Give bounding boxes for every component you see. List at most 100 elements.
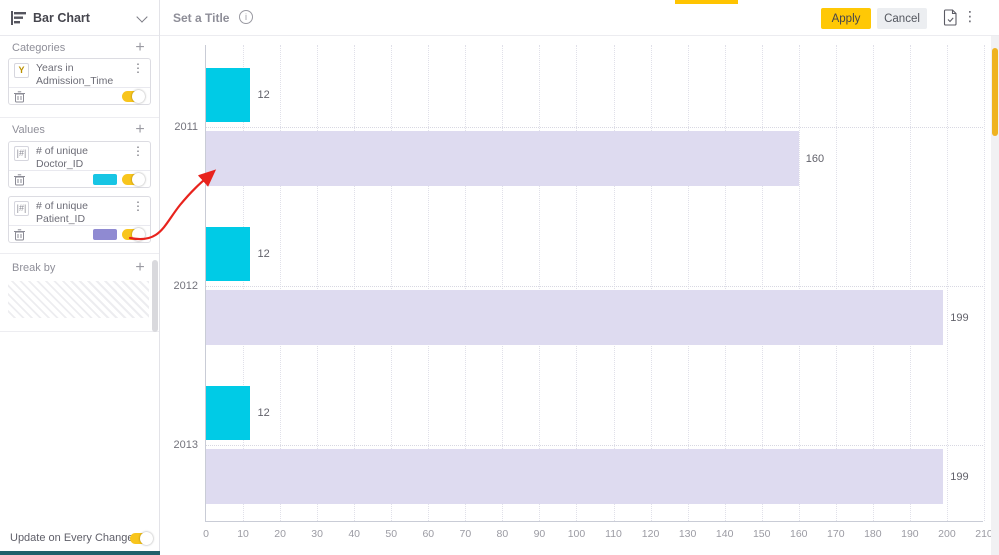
chart-bar[interactable] [206, 131, 799, 186]
field-type-badge-numeric: |#| [14, 146, 29, 161]
more-options-icon[interactable]: ⋮ [963, 8, 977, 24]
update-on-change-toggle[interactable] [130, 532, 153, 545]
sidebar: Bar Chart Categories + Y Years in Admiss… [0, 0, 160, 555]
x-gridline [502, 45, 504, 521]
trash-icon[interactable] [14, 90, 25, 108]
x-axis-tick-label: 80 [496, 528, 509, 540]
x-axis-tick-label: 130 [678, 528, 697, 540]
x-axis-tick-label: 30 [311, 528, 323, 540]
sidebar-bottom-accent-bar [0, 551, 160, 555]
value-field-card[interactable]: |#| # of unique Patient_ID ⋮ [8, 196, 151, 243]
x-gridline [835, 45, 837, 521]
chart-type-selector[interactable]: Bar Chart [0, 0, 159, 36]
x-gridline [280, 45, 282, 521]
chart-bar[interactable] [206, 449, 944, 504]
chart-bar[interactable] [206, 68, 251, 122]
chart-region: 0 10 20 30 40 50 60 70 80 90 100 110 120 130 140 150 160… [160, 36, 993, 555]
x-axis-tick-label: 210 [975, 528, 993, 540]
bar-chart-icon [11, 11, 27, 30]
export-report-icon[interactable] [943, 9, 958, 31]
bar-value-label: 12 [257, 248, 270, 260]
kebab-menu-icon[interactable]: ⋮ [132, 144, 144, 158]
category-label: 2011 [174, 121, 198, 133]
x-gridline [984, 45, 985, 521]
x-gridline [317, 45, 319, 521]
x-axis-tick-label: 0 [203, 528, 209, 540]
chart-type-label: Bar Chart [33, 11, 90, 25]
category-enable-toggle[interactable] [122, 90, 145, 103]
apply-button[interactable]: Apply [821, 8, 871, 29]
x-axis-tick-label: 100 [567, 528, 586, 540]
x-gridline [909, 45, 911, 521]
section-divider [0, 331, 159, 332]
x-axis-tick-label: 20 [274, 528, 286, 540]
value-field-title: # of unique Patient_ID [36, 200, 88, 225]
field-type-badge-year: Y [14, 63, 29, 78]
category-gridline [206, 445, 983, 446]
x-gridline [687, 45, 689, 521]
kebab-menu-icon[interactable]: ⋮ [132, 199, 144, 213]
x-axis-tick-label: 120 [641, 528, 660, 540]
category-gridline [206, 127, 983, 128]
section-divider [0, 117, 159, 118]
widget-header: Set a Title i Apply Cancel ⋮ [160, 0, 999, 36]
value-enable-toggle[interactable] [122, 173, 145, 186]
x-gridline [946, 45, 948, 521]
cancel-button[interactable]: Cancel [877, 8, 927, 29]
bar-value-label: 160 [805, 152, 825, 165]
x-axis-tick-label: 170 [827, 528, 845, 540]
widget-title-input[interactable]: Set a Title [173, 11, 230, 25]
x-axis-tick-label: 110 [605, 528, 622, 540]
category-field-title: Years in Admission_Time [36, 62, 114, 87]
category-field-card[interactable]: Y Years in Admission_Time ⋮ [8, 58, 151, 105]
x-axis-tick-label: 200 [938, 528, 956, 540]
bar-value-label: 12 [257, 407, 270, 419]
main-panel: Set a Title i Apply Cancel ⋮ 0 10 20 30 40 50… [160, 0, 999, 555]
bar-value-label: 199 [950, 470, 969, 483]
x-axis-tick-label: 140 [715, 528, 734, 540]
progress-indicator-bar [675, 0, 738, 4]
plot-area: 0 10 20 30 40 50 60 70 80 90 100 110 120 130 140 150 160… [174, 45, 993, 540]
color-swatch[interactable] [93, 174, 117, 185]
x-gridline [613, 45, 615, 521]
break-by-dropzone[interactable] [8, 281, 149, 318]
x-gridline [465, 45, 467, 521]
info-icon: i [239, 10, 253, 24]
x-axis-tick-label: 160 [789, 528, 808, 540]
chart-bar[interactable] [206, 386, 251, 440]
add-break-by-button[interactable]: + [131, 259, 149, 277]
value-enable-toggle[interactable] [122, 228, 145, 241]
x-gridline [576, 45, 578, 521]
chevron-down-icon [136, 11, 148, 23]
category-label: 2012 [173, 280, 198, 292]
x-axis-tick-label: 190 [901, 528, 919, 540]
categories-section-label: Categories [12, 42, 66, 54]
color-swatch[interactable] [93, 229, 117, 240]
add-value-button[interactable]: + [131, 121, 149, 139]
x-axis-tick-label: 150 [752, 528, 771, 540]
x-gridline [798, 45, 800, 521]
x-gridline [391, 45, 393, 521]
value-field-card[interactable]: |#| # of unique Doctor_ID ⋮ [8, 141, 151, 188]
x-axis-tick-label: 40 [348, 528, 361, 540]
values-section-label: Values [12, 124, 45, 136]
vertical-scrollbar-thumb[interactable] [992, 48, 998, 136]
trash-icon[interactable] [14, 173, 25, 191]
sidebar-scrollbar-thumb[interactable] [152, 260, 158, 332]
chart-bar[interactable] [206, 290, 944, 345]
bar-value-label: 12 [257, 89, 270, 101]
x-gridline [354, 45, 356, 521]
vertical-scrollbar-track[interactable] [991, 36, 999, 555]
x-gridline [243, 45, 245, 521]
x-gridline [724, 45, 726, 521]
kebab-menu-icon[interactable]: ⋮ [132, 61, 144, 75]
field-type-badge-numeric: |#| [14, 201, 29, 216]
x-axis-tick-label: 60 [422, 528, 435, 540]
x-axis-tick-label: 90 [533, 528, 546, 540]
add-category-button[interactable]: + [131, 39, 149, 57]
x-axis-tick-label: 70 [459, 528, 472, 540]
trash-icon[interactable] [14, 228, 25, 246]
x-axis-tick-label: 10 [237, 528, 249, 540]
chart-bar[interactable] [206, 227, 251, 281]
